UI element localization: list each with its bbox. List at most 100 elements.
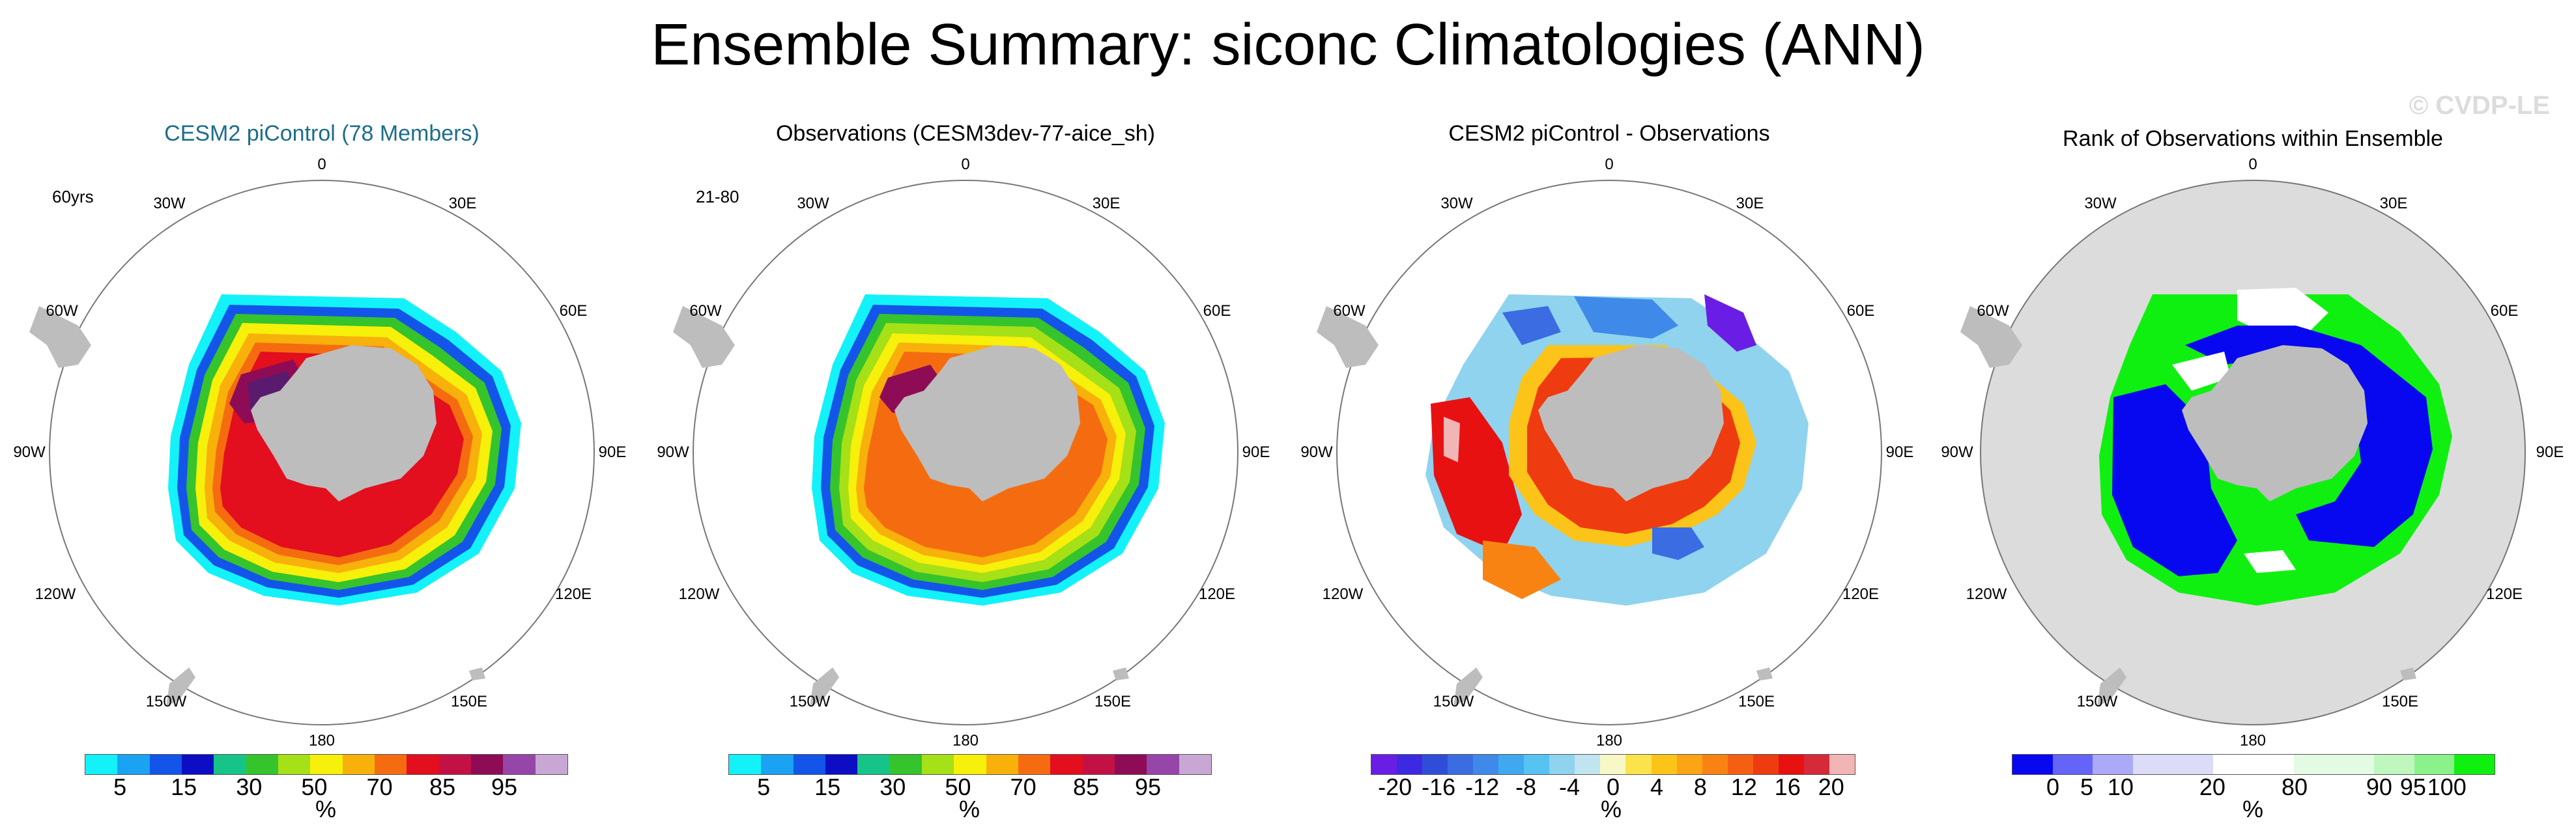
colorbar-tick-label: 16 [1774, 774, 1801, 800]
colorbar [728, 754, 1212, 775]
main-title: Ensemble Summary: siconc Climatologies (… [651, 12, 1925, 77]
colorbar-swatch [181, 755, 214, 774]
colorbar-tick-label: 95 [2399, 774, 2426, 800]
panel-model: CESM2 piControl (78 Members) 60yrs 0 30E… [0, 0, 644, 840]
polar-map: 0 30E 60E 90E 120E 150E 180 150W 120W 90… [1300, 156, 1914, 749]
lon-label-150w: 150W [146, 693, 187, 710]
tasmania [1756, 667, 1773, 680]
lon-label-90w: 90W [1941, 443, 1973, 461]
colorbar-tick-label: 95 [491, 774, 518, 800]
colorbar-swatch [1498, 755, 1524, 774]
colorbar-swatch [761, 755, 794, 774]
lon-label-120w: 120W [1323, 585, 1364, 603]
colorbar-tick-label: 85 [1073, 774, 1100, 800]
colorbar-swatch [470, 755, 504, 774]
lon-label-90e: 90E [2536, 443, 2564, 461]
lon-label-120e: 120E [2486, 585, 2523, 603]
south-america [1317, 306, 1379, 368]
south-america [1960, 306, 2022, 368]
lon-label-150w: 150W [2077, 693, 2118, 710]
colorbar-tick-label: 8 [1693, 774, 1707, 800]
lon-label-60e: 60E [560, 302, 588, 320]
colorbar-swatch [1114, 755, 1147, 774]
colorbar-tick-label: 100 [2427, 774, 2467, 800]
lon-label-30w: 30W [1440, 195, 1473, 212]
colorbar [1371, 754, 1855, 775]
colorbar-tick-label: 0 [1606, 774, 1620, 800]
colorbar-unit: % [958, 796, 980, 822]
lon-label-180: 180 [1596, 732, 1622, 749]
lon-label-60w: 60W [1977, 302, 2009, 320]
colorbar-swatch [1575, 755, 1601, 774]
colorbar-tick-label: 70 [366, 774, 393, 800]
lon-label-150e: 150E [1738, 693, 1775, 710]
colorbar-swatch [889, 755, 922, 774]
lon-label-90w: 90W [13, 443, 46, 461]
tasmania [469, 667, 485, 680]
colorbar-tick-label: -8 [1515, 774, 1537, 800]
tasmania [1113, 667, 1129, 680]
antarctica [251, 345, 436, 501]
colorbar-tick-label: 50 [301, 774, 328, 800]
colorbar-swatch [2374, 755, 2414, 774]
colorbar-swatch [1524, 755, 1550, 774]
colorbar-swatch [2012, 755, 2053, 774]
panel-difference: CESM2 piControl - Observations 0 30E 60E… [1287, 0, 1931, 840]
colorbar-swatch [986, 755, 1018, 774]
colorbar-swatch [1018, 755, 1051, 774]
colorbar-tick-label: 5 [757, 774, 771, 800]
colorbar-swatch [1422, 755, 1448, 774]
lon-label-90e: 90E [1886, 443, 1914, 461]
lon-label-60w: 60W [689, 302, 722, 320]
colorbar-tick-label: 12 [1730, 774, 1757, 800]
lon-label-30w: 30W [797, 195, 829, 212]
colorbar-swatch [921, 755, 954, 774]
south-america [673, 306, 735, 368]
lon-label-0: 0 [1605, 156, 1613, 173]
colorbar-swatch [1829, 755, 1855, 774]
lon-label-120w: 120W [679, 585, 720, 603]
new-zealand [1453, 667, 1483, 707]
lon-label-120w: 120W [1966, 585, 2007, 603]
colorbar-swatch [535, 755, 567, 774]
colorbar-tick-label: 10 [2107, 774, 2134, 800]
colorbar-tick-label: 95 [1135, 774, 1162, 800]
lon-label-150e: 150E [451, 693, 487, 710]
lon-label-30e: 30E [1093, 195, 1121, 212]
new-zealand [166, 667, 195, 707]
lon-label-90w: 90W [1300, 443, 1333, 461]
colorbar-swatch [857, 755, 890, 774]
antarctica [1538, 345, 1724, 501]
lon-label-60e: 60E [1203, 302, 1231, 320]
panel-title: CESM2 piControl (78 Members) [164, 121, 479, 146]
colorbar-unit: % [315, 796, 337, 822]
colorbar-tick-label: -4 [1559, 774, 1581, 800]
tasmania [2400, 667, 2416, 680]
lon-label-120w: 120W [35, 585, 76, 603]
colorbar-tick-label: 5 [2080, 774, 2094, 800]
polar-map: 0 30E 60E 90E 120E 150E 180 150W 120W 90… [1941, 156, 2564, 749]
colorbar-swatch [1753, 755, 1779, 774]
lon-label-0: 0 [317, 156, 326, 173]
colorbar-tick-label: 30 [880, 774, 906, 800]
lon-label-120e: 120E [1199, 585, 1235, 603]
lon-label-30e: 30E [1736, 195, 1764, 212]
lon-label-150w: 150W [1433, 693, 1474, 710]
colorbar-swatch [2093, 755, 2134, 774]
colorbar-swatch [2254, 755, 2294, 774]
lon-label-90w: 90W [657, 443, 689, 461]
colorbar-swatch [954, 755, 986, 774]
panel-title: Observations (CESM3dev-77-aice_sh) [775, 121, 1156, 146]
colorbar-swatch [1676, 755, 1702, 774]
lon-label-0: 0 [961, 156, 969, 173]
colorbar-swatch [2052, 755, 2093, 774]
colorbar-unit: % [1600, 796, 1622, 822]
colorbar-swatch [1651, 755, 1677, 774]
colorbar-tick-label: 85 [429, 774, 456, 800]
lon-label-150w: 150W [790, 693, 831, 710]
colorbar-swatch [1050, 755, 1083, 774]
colorbar-tick-label: 50 [945, 774, 971, 800]
colorbar-tick-label: 70 [1010, 774, 1037, 800]
colorbar-swatch [729, 755, 762, 774]
colorbar-swatch [1082, 755, 1115, 774]
